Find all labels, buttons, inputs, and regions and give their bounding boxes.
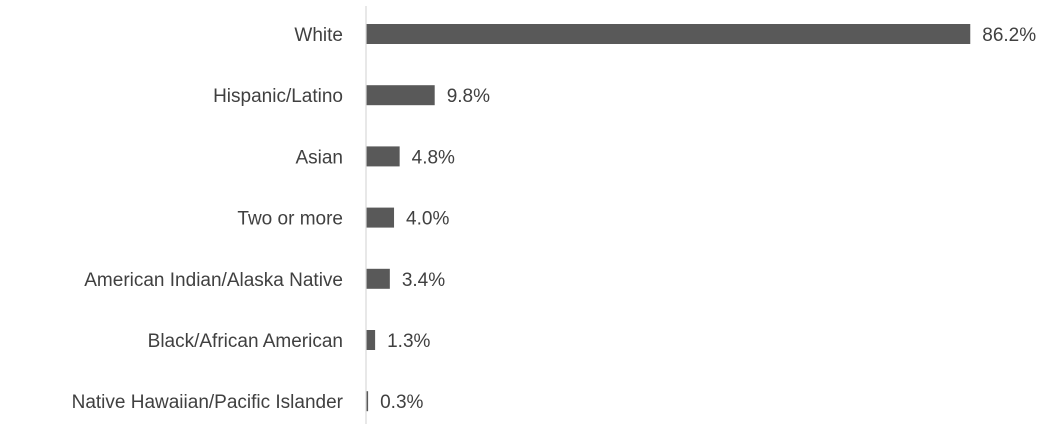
value-label-two-or-more: 4.0%: [406, 209, 449, 230]
category-label-native-hawaiian-pacific-islander: Native Hawaiian/Pacific Islander: [72, 392, 344, 413]
labels-layer: White 86.2% Hispanic/Latino 9.8% Asian 4.8% Tw…: [72, 25, 1037, 413]
value-label-hispanic-latino: 9.8%: [447, 86, 490, 107]
value-label-american-indian-alaska-native: 3.4%: [402, 270, 445, 291]
bar-native-hawaiian-pacific-islander: [366, 391, 369, 412]
category-label-american-indian-alaska-native: American Indian/Alaska Native: [84, 270, 343, 291]
category-label-black-african-american: Black/African American: [148, 331, 343, 352]
value-label-black-african-american: 1.3%: [387, 331, 430, 352]
value-label-asian: 4.8%: [412, 147, 455, 168]
bar-white: [366, 24, 971, 44]
bar-hispanic-latino: [366, 85, 435, 106]
value-label-white: 86.2%: [982, 25, 1036, 46]
category-label-hispanic-latino: Hispanic/Latino: [213, 86, 343, 107]
category-label-white: White: [294, 25, 343, 46]
category-label-two-or-more: Two or more: [237, 209, 343, 230]
bar-american-indian-alaska-native: [366, 268, 390, 289]
category-label-asian: Asian: [295, 147, 343, 168]
bar-black-african-american: [366, 330, 376, 350]
bar-asian: [366, 146, 400, 167]
bar-two-or-more: [366, 207, 395, 228]
value-label-native-hawaiian-pacific-islander: 0.3%: [380, 392, 423, 413]
bars-layer: [366, 24, 971, 412]
